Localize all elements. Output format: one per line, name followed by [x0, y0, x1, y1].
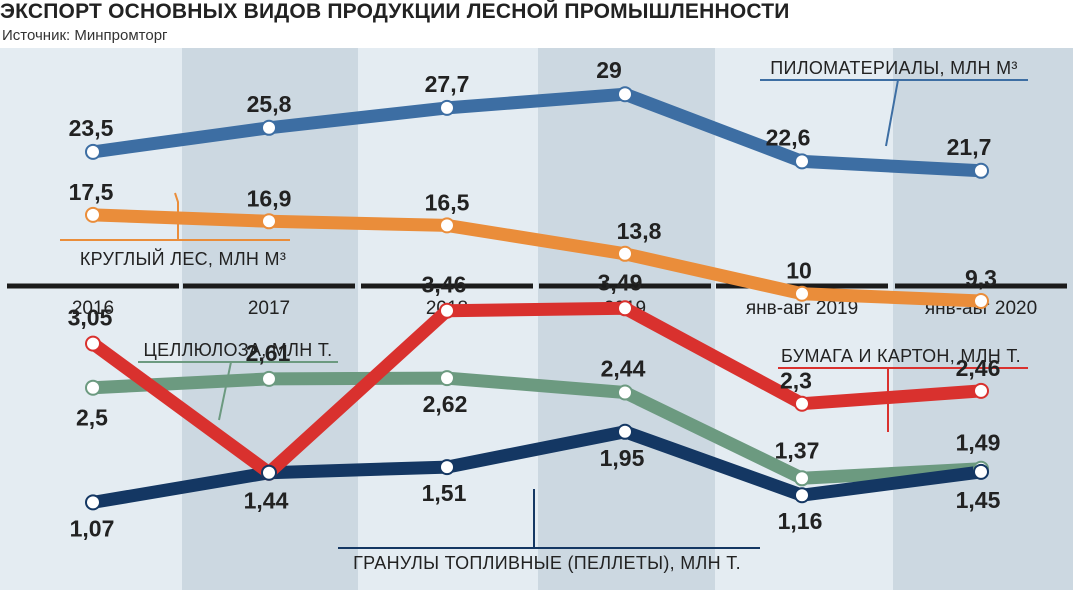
x-tick-label: янв-авг 2019	[746, 298, 858, 319]
data-point-marker	[439, 217, 455, 234]
data-point-marker	[617, 384, 633, 401]
series-name-label: ПИЛОМАТЕРИАЛЫ, МЛН М³	[770, 58, 1017, 78]
data-point-marker	[973, 293, 989, 309]
data-value-label: 16,9	[247, 185, 292, 211]
data-value-label: 23,5	[69, 115, 114, 141]
axis-bar-segment	[183, 283, 355, 289]
data-value-label: 16,5	[425, 189, 470, 215]
data-value-label: 1,49	[956, 430, 1001, 456]
x-tick-label: 2016	[72, 298, 114, 319]
data-point-marker	[85, 206, 101, 223]
legend-leader-line	[338, 489, 760, 549]
data-point-marker	[439, 99, 455, 116]
data-value-label: 13,8	[617, 218, 662, 244]
data-value-label: 22,6	[766, 124, 811, 150]
series-name-label: КРУГЛЫЙ ЛЕС, МЛН М³	[80, 248, 286, 269]
x-tick-label: 2017	[248, 298, 290, 319]
data-value-label: 1,95	[600, 445, 645, 471]
data-point-marker	[973, 463, 989, 480]
data-point-marker	[794, 470, 810, 487]
axis-bar-segment	[361, 283, 533, 289]
data-point-marker	[973, 162, 989, 179]
data-point-marker	[85, 494, 101, 511]
legend-leader-line	[60, 192, 290, 241]
series-line-roundwood	[86, 208, 988, 308]
data-point-marker	[439, 302, 455, 319]
data-point-marker	[617, 423, 633, 440]
series-line-pellets	[86, 425, 988, 509]
legend-leader-line	[760, 79, 1028, 147]
data-point-marker	[794, 395, 810, 412]
data-point-marker	[973, 382, 989, 399]
data-value-label: 1,16	[778, 508, 823, 534]
data-point-marker	[261, 119, 277, 136]
series-line-lumber	[86, 87, 988, 178]
data-point-marker	[85, 379, 101, 396]
data-point-marker	[439, 370, 455, 387]
data-value-label: 2,44	[601, 356, 646, 382]
series-name-label: ГРАНУЛЫ ТОПЛИВНЫЕ (ПЕЛЛЕТЫ), МЛН Т.	[353, 553, 741, 573]
data-value-label: 29	[596, 57, 622, 83]
chart-source: Источник: Минпромторг	[2, 27, 168, 44]
data-value-label: 1,37	[775, 437, 820, 463]
data-point-marker	[261, 464, 277, 481]
series-name-label: ЦЕЛЛЮЛОЗА, МЛН Т.	[144, 340, 333, 360]
data-point-marker	[617, 300, 633, 317]
data-point-marker	[261, 213, 277, 230]
data-value-label: 2,5	[76, 405, 108, 431]
data-point-marker	[439, 459, 455, 476]
data-value-label: 3,05	[68, 305, 113, 331]
data-value-label: 1,45	[956, 487, 1001, 513]
data-point-marker	[617, 86, 633, 103]
data-value-label: 3,46	[422, 272, 467, 298]
series-name-label: БУМАГА И КАРТОН, МЛН Т.	[781, 346, 1021, 366]
data-value-label: 9,3	[965, 265, 997, 291]
data-point-marker	[85, 335, 101, 352]
data-value-label: 21,7	[947, 134, 992, 160]
data-value-label: 1,44	[244, 488, 289, 514]
data-value-label: 2,3	[780, 368, 812, 394]
shaded-column-band	[893, 48, 1073, 590]
chart-title: ЭКСПОРТ ОСНОВНЫХ ВИДОВ ПРОДУКЦИИ ЛЕСНОЙ …	[0, 0, 790, 23]
data-value-label: 2,61	[246, 340, 291, 366]
axis-bar-segment	[7, 283, 179, 289]
data-value-label: 3,49	[598, 269, 643, 295]
axis-bar-segment	[895, 283, 1067, 289]
data-point-marker	[794, 285, 810, 302]
data-value-label: 1,07	[70, 515, 115, 541]
data-value-label: 1,51	[422, 480, 467, 506]
legend-leader-line	[138, 361, 338, 421]
data-point-marker	[617, 245, 633, 262]
data-value-label: 2,62	[423, 391, 468, 417]
data-point-marker	[794, 487, 810, 504]
data-value-label: 27,7	[425, 71, 470, 97]
axis-bar-segment	[539, 283, 711, 289]
series-line-cellulose	[86, 371, 988, 485]
shaded-column-band	[538, 48, 715, 590]
data-value-label: 2,46	[956, 355, 1001, 381]
data-point-marker	[261, 370, 277, 387]
data-value-label: 10	[786, 258, 812, 284]
data-value-label: 17,5	[69, 179, 114, 205]
data-point-marker	[794, 153, 810, 170]
data-point-marker	[85, 143, 101, 160]
data-value-label: 25,8	[247, 91, 292, 117]
series-line-paper	[86, 301, 988, 480]
